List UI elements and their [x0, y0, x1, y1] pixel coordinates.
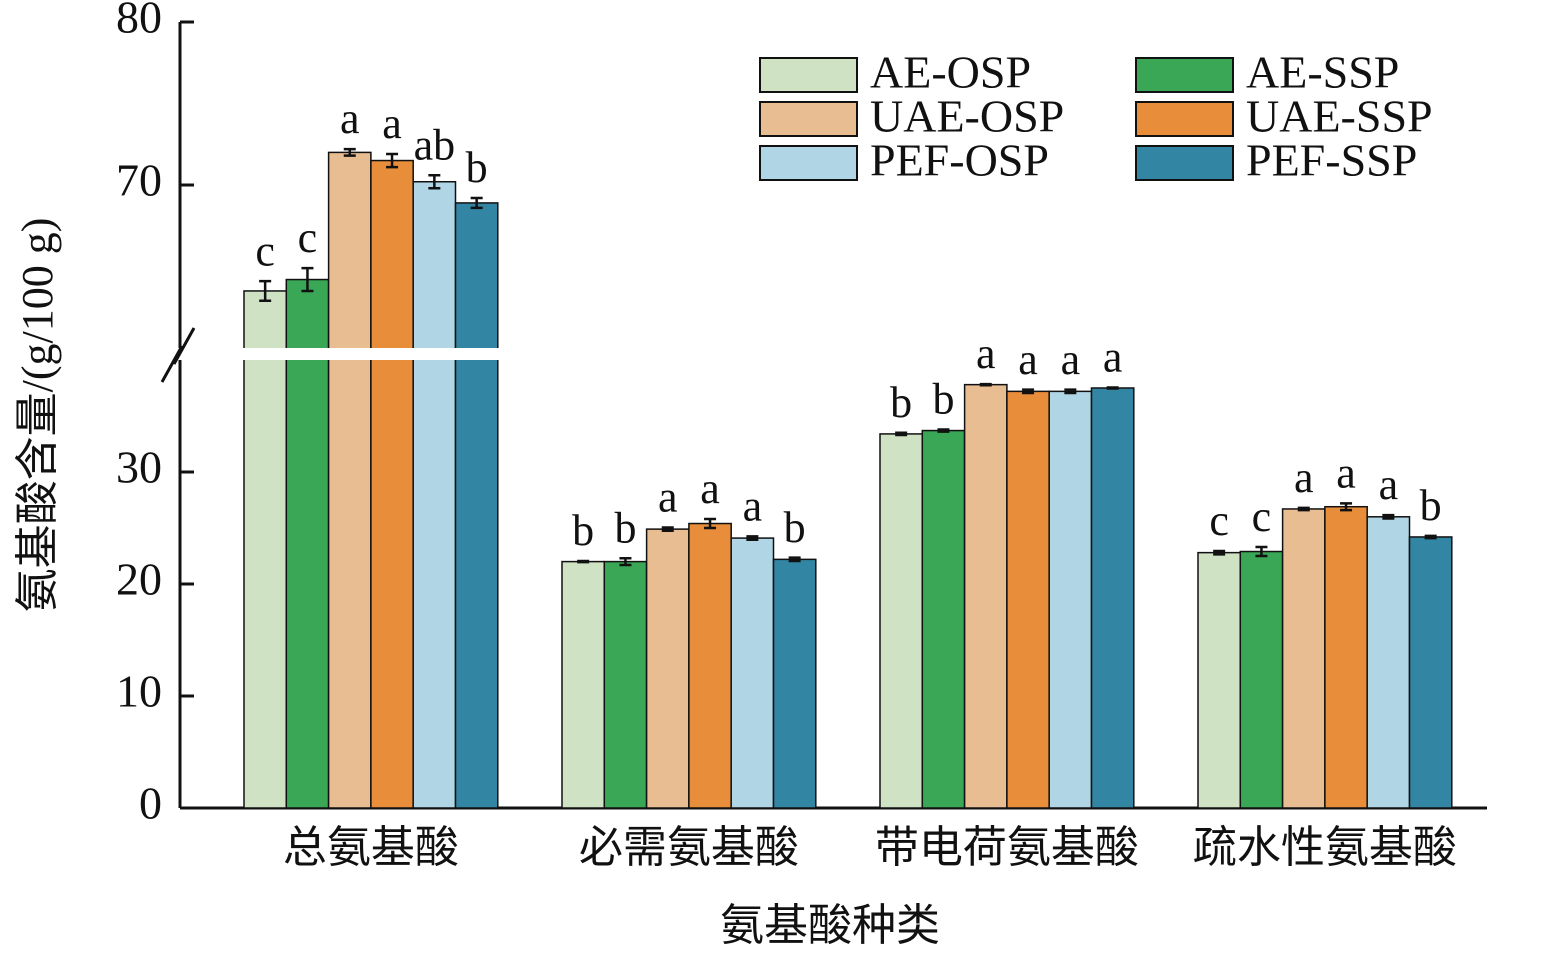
bar: [1006, 390, 1050, 809]
significance-letter: b: [614, 503, 636, 552]
legend-label: AE-OSP: [870, 47, 1031, 98]
bar: [730, 537, 775, 809]
significance-letter: b: [932, 375, 954, 424]
bar: [603, 560, 648, 809]
error-bar: [1213, 549, 1226, 556]
bar: [412, 180, 457, 809]
significance-letter: a: [1061, 335, 1081, 384]
y-tick-label: 80: [116, 0, 162, 43]
error-bar: [704, 517, 717, 530]
significance-letter: b: [890, 378, 912, 427]
bar: [1408, 536, 1453, 809]
bar: [1090, 387, 1135, 809]
error-bar: [577, 559, 590, 564]
error-bar: [661, 526, 674, 533]
error-bar: [1382, 513, 1395, 520]
error-bar: [343, 147, 356, 157]
error-bar: [1064, 388, 1077, 395]
bar: [1366, 516, 1411, 809]
significance-letter: c: [1209, 496, 1229, 545]
bar: [1239, 550, 1284, 809]
error-bar: [470, 196, 483, 210]
significance-letter: ab: [414, 120, 456, 169]
legend-swatch: [759, 101, 858, 137]
bar: [454, 202, 499, 809]
x-axis-title: 氨基酸种类: [720, 901, 940, 950]
significance-letter: b: [572, 506, 594, 555]
y-tick-label: 10: [116, 666, 162, 717]
x-tick-label: 疏水性氨基酸: [1193, 823, 1457, 872]
bar: [285, 278, 330, 809]
error-bar: [619, 556, 632, 567]
bar: [879, 433, 924, 809]
significance-letter: c: [255, 226, 275, 275]
legend-label: AE-SSP: [1246, 47, 1399, 98]
bar: [1197, 551, 1242, 809]
error-bar: [428, 173, 441, 190]
axis-break-gap: [160, 348, 500, 360]
significance-letter: c: [298, 213, 318, 262]
bar: [645, 528, 690, 809]
significance-letter: a: [743, 481, 763, 530]
legend-swatch: [1135, 145, 1234, 181]
error-bar: [937, 428, 950, 433]
legend-label: PEF-SSP: [1246, 135, 1417, 186]
legend-label: PEF-OSP: [870, 135, 1049, 186]
significance-letter: a: [1379, 460, 1399, 509]
legend-swatch: [1135, 101, 1234, 137]
error-bar: [746, 535, 759, 542]
bar: [921, 429, 966, 809]
y-tick-label: 30: [116, 442, 162, 493]
y-axis-title: 氨基酸含量/(g/100 g): [13, 218, 62, 613]
error-bar: [979, 382, 992, 387]
bar: [772, 558, 817, 809]
significance-letter: a: [1294, 453, 1314, 502]
bar: [243, 290, 288, 809]
significance-letter: a: [1018, 335, 1038, 384]
significance-letter: a: [382, 99, 402, 148]
error-bar: [301, 266, 314, 293]
error-bar: [1106, 386, 1119, 390]
error-bar: [895, 431, 908, 437]
error-bar: [788, 556, 801, 563]
bar: [963, 383, 1008, 809]
significance-letter: b: [784, 503, 806, 552]
significance-letter: a: [1103, 333, 1123, 382]
bar: [370, 159, 414, 809]
significance-letter: a: [976, 329, 996, 378]
bar: [327, 151, 372, 809]
bar: [688, 522, 732, 809]
error-bar: [1297, 506, 1310, 512]
error-bar: [1424, 534, 1437, 540]
significance-letter: c: [1252, 492, 1272, 541]
error-bar: [1255, 545, 1268, 558]
legend-swatch: [759, 57, 858, 93]
significance-letter: a: [700, 464, 720, 513]
bar: [1048, 390, 1093, 809]
bar: [561, 560, 606, 809]
bar: [1324, 505, 1368, 809]
axis-break-mark: [160, 327, 196, 383]
x-tick-label: 必需氨基酸: [579, 823, 799, 872]
y-tick-label: 70: [116, 155, 162, 206]
legend-label: UAE-OSP: [870, 91, 1064, 142]
y-tick-label: 20: [116, 554, 162, 605]
error-bar: [259, 279, 272, 302]
legend-swatch: [1135, 57, 1234, 93]
significance-letter: b: [1420, 481, 1442, 530]
error-bar: [1022, 388, 1035, 395]
significance-letter: a: [340, 94, 360, 143]
bar: [1281, 508, 1326, 809]
legend-swatch: [759, 145, 858, 181]
error-bar: [386, 152, 399, 169]
x-tick-label: 总氨基酸: [283, 823, 459, 872]
error-bar: [1340, 502, 1353, 512]
x-tick-label: 带电荷氨基酸: [875, 823, 1139, 872]
legend-label: UAE-SSP: [1246, 91, 1433, 142]
significance-letter: a: [1336, 448, 1356, 497]
significance-letter: a: [658, 473, 678, 522]
significance-letter: b: [466, 143, 488, 192]
y-tick-label: 0: [139, 778, 162, 829]
